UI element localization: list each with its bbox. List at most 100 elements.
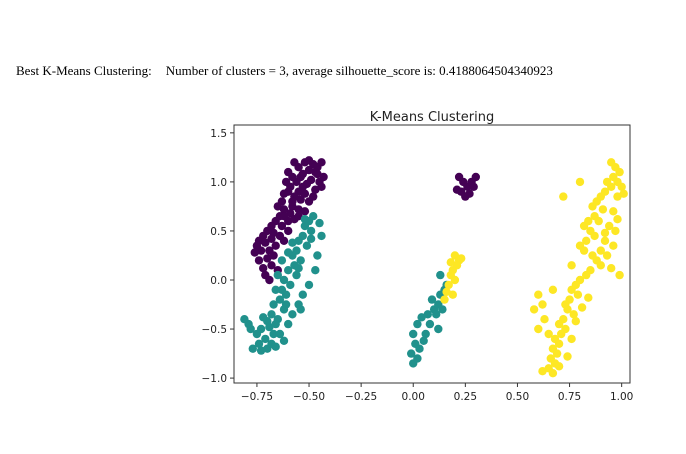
y-tick-label: 0.5 [210, 226, 227, 238]
cluster-1-point [271, 285, 280, 294]
cluster-1-point [300, 221, 310, 231]
cluster-2-point [448, 290, 457, 299]
cluster-2-point [598, 205, 608, 214]
cluster-2-point [534, 324, 543, 334]
cluster-2-point [611, 226, 620, 236]
cluster-2-point [615, 270, 624, 280]
cluster-0-point [271, 241, 280, 250]
cluster-0-point [281, 177, 291, 187]
cluster-1-point [279, 275, 289, 285]
cluster-2-point [600, 236, 610, 245]
cluster-1-point [248, 344, 257, 353]
x-axis: −0.75 −0.50 −0.25 0.00 0.25 0.50 0.75 1.00 [241, 383, 633, 403]
cluster-2-point [540, 315, 549, 324]
chart-title: K-Means Clustering [370, 110, 494, 125]
cluster-1-point [423, 310, 432, 319]
cluster-2-point [444, 280, 453, 290]
cluster-1-point [275, 329, 285, 339]
cluster-1-point [277, 256, 287, 265]
cluster-1-point [294, 264, 303, 273]
cluster-2-point [559, 192, 568, 201]
cluster-2-point [534, 290, 543, 299]
cluster-1-point [259, 313, 268, 322]
cluster-0-point [284, 226, 293, 236]
x-tick-label: 1.00 [610, 391, 633, 403]
cluster-1-point [425, 319, 435, 329]
cluster-1-point [279, 336, 289, 345]
x-tick-label: 0.75 [558, 391, 581, 403]
cluster-1-point [271, 319, 280, 329]
y-tick-label: 1.0 [210, 177, 227, 189]
cluster-2-point [569, 310, 578, 319]
cluster-2-point [579, 246, 589, 255]
cluster-2-point [596, 261, 605, 270]
cluster-1-point [300, 215, 310, 224]
cluster-2-point [575, 177, 585, 187]
cluster-2-point [577, 303, 587, 312]
cluster-1-point [407, 349, 416, 358]
cluster-2-point [596, 246, 605, 255]
cluster-2-point [582, 236, 591, 245]
cluster-0-point [300, 207, 310, 216]
cluster-1-point [281, 300, 291, 309]
cluster-0-point [471, 172, 480, 182]
cluster-0-point [254, 256, 264, 265]
cluster-1-point [254, 339, 264, 348]
cluster-2-point [607, 264, 616, 273]
cluster-1-point [284, 319, 293, 329]
cluster-0-point [263, 254, 272, 263]
cluster-0-point [259, 264, 268, 273]
cluster-1-point [315, 218, 324, 228]
cluster-2-point [600, 228, 610, 238]
cluster-1-point [436, 270, 445, 280]
cluster-2-point [594, 216, 603, 226]
cluster-1-point [265, 322, 274, 332]
x-tick-label: −0.25 [345, 391, 377, 403]
cluster-1-point [252, 329, 262, 339]
cluster-0-point [277, 221, 287, 231]
cluster-2-point [538, 300, 547, 309]
cluster-0-point [267, 234, 276, 243]
x-tick-label: 0.00 [402, 391, 425, 403]
cluster-1-point [434, 324, 443, 334]
result-caption: Best K-Means Clustering: Number of cluste… [16, 63, 553, 79]
cluster-2-point [567, 261, 576, 270]
cluster-2-point [609, 207, 618, 216]
cluster-0-point [279, 236, 289, 245]
cluster-1-point [438, 305, 447, 314]
cluster-2-point [602, 251, 612, 260]
cluster-0-point [261, 238, 270, 247]
cluster-2-point [552, 349, 562, 358]
cluster-2-point [615, 167, 624, 177]
cluster-1-point [267, 310, 276, 319]
cluster-1-point [256, 346, 266, 355]
cluster-2-point [588, 202, 597, 211]
cluster-1-point [313, 251, 322, 260]
cluster-2-point [538, 367, 547, 376]
cluster-2-point [573, 290, 583, 299]
cluster-2-point [605, 221, 614, 231]
cluster-1-point [409, 329, 418, 339]
cluster-0-point [298, 182, 307, 191]
cluster-0-point [294, 205, 303, 214]
cluster-2-point [567, 334, 576, 344]
cluster-0-point [317, 158, 326, 167]
caption-text: Number of clusters = 3, average silhouet… [165, 63, 553, 78]
cluster-1-point [273, 270, 282, 280]
cluster-1-point [311, 266, 320, 275]
cluster-1-point [286, 280, 295, 290]
cluster-0-point [311, 185, 320, 194]
cluster-1-point [284, 248, 293, 257]
cluster-1-point [275, 295, 285, 304]
cluster-1-point [419, 336, 428, 345]
cluster-0-point [461, 192, 470, 201]
y-tick-label: −0.5 [202, 324, 228, 336]
plot-frame [233, 124, 631, 384]
points-layer [240, 156, 628, 378]
cluster-2-point [563, 305, 572, 314]
cluster-1-point [269, 329, 278, 339]
caption-prefix: Best K-Means Clustering: [16, 63, 152, 78]
cluster-2-point [571, 317, 580, 326]
cluster-0-point [294, 212, 303, 221]
